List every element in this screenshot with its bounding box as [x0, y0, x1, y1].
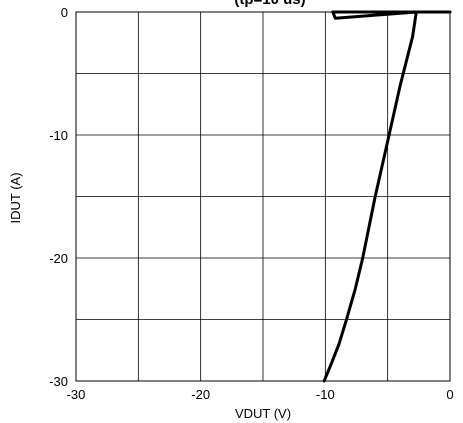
x-tick-label: -20: [191, 387, 210, 402]
y-axis-ticks: 0 -10 -20 -30: [49, 5, 68, 389]
y-axis-label: IDUT (A): [8, 172, 23, 223]
chart-title: (tp=10 us): [234, 0, 305, 8]
series-layer: [322, 10, 452, 383]
x-tick-label: 0: [446, 387, 453, 402]
y-tick-label: -10: [49, 128, 68, 143]
x-tick-label: -30: [67, 387, 86, 402]
y-tick-label: -30: [49, 374, 68, 389]
x-axis-ticks: -30 -20 -10 0: [67, 387, 454, 402]
series-line: [322, 10, 452, 383]
y-tick-label: 0: [61, 5, 68, 20]
x-tick-label: -10: [316, 387, 335, 402]
x-axis-label: VDUT (V): [235, 406, 291, 421]
plot-frame: [75, 11, 451, 382]
plot-grid: [75, 11, 451, 382]
y-tick-label: -20: [49, 251, 68, 266]
